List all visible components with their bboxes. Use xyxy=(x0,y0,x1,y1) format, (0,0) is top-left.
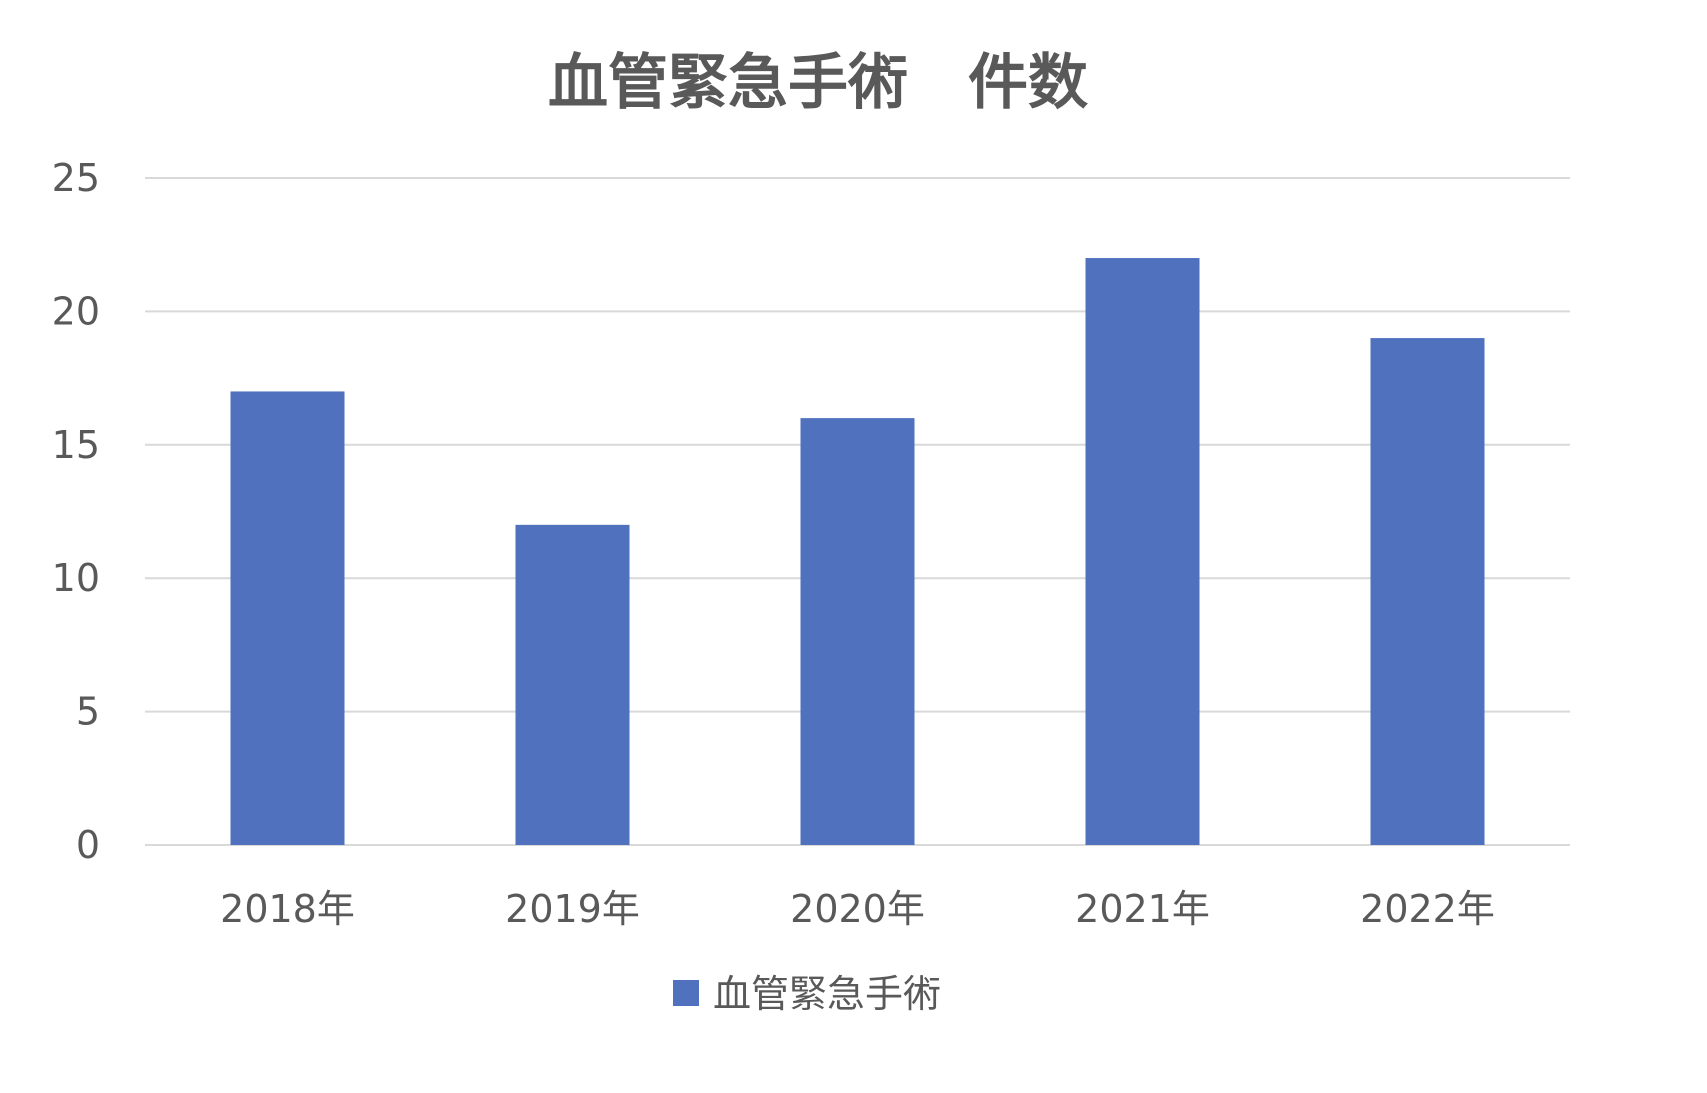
x-axis-ticks: 2018年 2019年 2020年 2021年 2022年 xyxy=(220,887,1495,931)
chart-title: 血管緊急手術 件数 xyxy=(548,48,1088,118)
x-tick-label: 2022年 xyxy=(1360,887,1495,931)
y-tick-label: 5 xyxy=(76,690,100,734)
y-axis-ticks: 0 5 10 15 20 25 xyxy=(52,156,100,867)
y-tick-label: 20 xyxy=(52,289,100,333)
y-tick-label: 25 xyxy=(52,156,100,200)
x-tick-label: 2018年 xyxy=(220,887,355,931)
bar-2020年 xyxy=(800,418,915,845)
legend-label: 血管緊急手術 xyxy=(713,972,941,1016)
legend-swatch xyxy=(673,980,699,1006)
y-tick-label: 15 xyxy=(52,423,100,467)
bar-2021年 xyxy=(1085,258,1200,845)
legend: 血管緊急手術 xyxy=(673,972,941,1016)
bar-2018年 xyxy=(230,391,345,845)
bars xyxy=(230,258,1485,845)
x-tick-label: 2019年 xyxy=(505,887,640,931)
x-tick-label: 2021年 xyxy=(1075,887,1210,931)
y-tick-label: 0 xyxy=(76,823,100,867)
bar-2022年 xyxy=(1370,338,1485,845)
bar-2019年 xyxy=(515,524,630,845)
y-tick-label: 10 xyxy=(52,556,100,600)
x-tick-label: 2020年 xyxy=(790,887,925,931)
